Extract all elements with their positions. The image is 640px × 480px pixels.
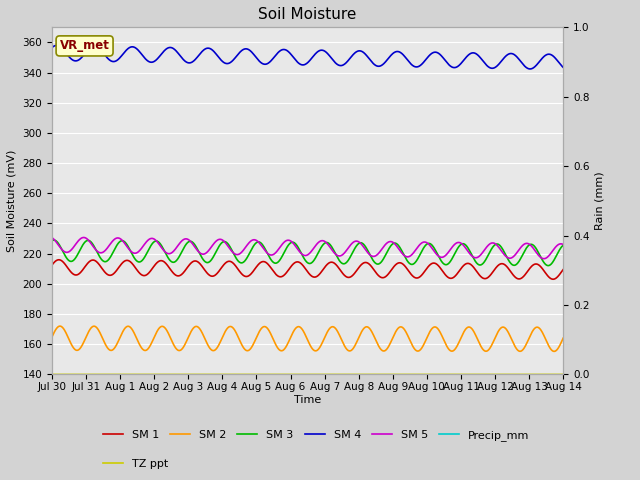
TZ ppt — [559, 372, 567, 377]
Title: Soil Moisture: Soil Moisture — [259, 7, 356, 22]
SM 4 — [88, 44, 96, 49]
SM 5 — [540, 256, 548, 262]
SM 5 — [276, 245, 284, 251]
TZ ppt — [48, 372, 56, 377]
SM 5 — [339, 252, 347, 257]
SM 2 — [339, 340, 347, 346]
TZ ppt — [265, 372, 273, 377]
SM 1 — [339, 271, 347, 277]
Legend: TZ ppt: TZ ppt — [99, 454, 172, 473]
TZ ppt — [339, 372, 347, 377]
Line: SM 3: SM 3 — [52, 240, 563, 265]
SM 4 — [276, 48, 284, 54]
TZ ppt — [285, 372, 292, 377]
SM 2 — [56, 323, 63, 329]
SM 1 — [276, 274, 284, 280]
SM 2 — [48, 334, 56, 340]
SM 2 — [109, 347, 116, 353]
SM 1 — [266, 263, 273, 268]
Line: SM 2: SM 2 — [52, 326, 563, 351]
X-axis label: Time: Time — [294, 395, 321, 405]
SM 4 — [266, 60, 273, 65]
SM 5 — [48, 235, 56, 240]
SM 4 — [339, 62, 347, 68]
SM 3 — [266, 254, 273, 260]
SM 3 — [276, 257, 284, 263]
SM 3 — [339, 261, 347, 266]
SM 4 — [52, 43, 60, 48]
SM 5 — [266, 252, 273, 257]
SM 1 — [549, 276, 557, 282]
SM 1 — [88, 257, 96, 263]
SM 2 — [550, 348, 558, 354]
TZ ppt — [109, 372, 116, 377]
SM 4 — [526, 66, 534, 72]
SM 4 — [48, 45, 56, 50]
SM 3 — [48, 238, 56, 244]
Text: VR_met: VR_met — [60, 39, 109, 52]
SM 3 — [559, 242, 567, 248]
SM 4 — [285, 49, 293, 55]
SM 3 — [50, 237, 58, 243]
SM 3 — [88, 240, 96, 246]
SM 5 — [80, 235, 88, 240]
SM 2 — [285, 338, 293, 344]
SM 3 — [109, 250, 116, 256]
SM 1 — [55, 257, 63, 263]
SM 2 — [266, 328, 273, 334]
SM 5 — [109, 238, 116, 244]
Y-axis label: Rain (mm): Rain (mm) — [595, 171, 605, 230]
SM 3 — [545, 263, 552, 268]
TZ ppt — [276, 372, 284, 377]
SM 2 — [276, 348, 284, 353]
SM 1 — [48, 262, 56, 268]
SM 1 — [109, 272, 116, 277]
SM 1 — [285, 266, 293, 272]
SM 5 — [88, 242, 96, 248]
SM 4 — [559, 64, 567, 70]
TZ ppt — [88, 372, 95, 377]
SM 2 — [559, 335, 567, 341]
SM 2 — [88, 324, 96, 330]
SM 1 — [559, 267, 567, 273]
SM 3 — [285, 241, 293, 247]
Line: SM 5: SM 5 — [52, 238, 563, 259]
SM 5 — [285, 238, 293, 243]
SM 5 — [559, 241, 567, 247]
Line: SM 1: SM 1 — [52, 260, 563, 279]
SM 4 — [109, 59, 116, 64]
Line: SM 4: SM 4 — [52, 46, 563, 69]
Y-axis label: Soil Moisture (mV): Soil Moisture (mV) — [7, 150, 17, 252]
